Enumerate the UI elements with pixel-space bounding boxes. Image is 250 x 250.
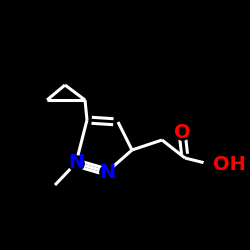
Text: O: O [174, 122, 190, 142]
Text: OH: OH [213, 156, 246, 174]
Text: N: N [99, 162, 115, 182]
Text: N: N [68, 154, 84, 172]
